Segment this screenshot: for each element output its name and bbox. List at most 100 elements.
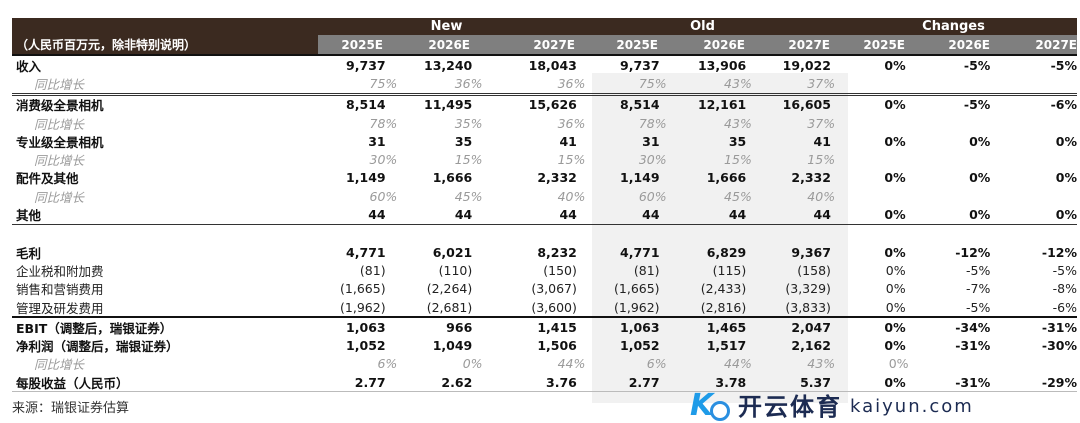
watermark-en: kaiyun.com: [850, 396, 974, 417]
cell: 43%: [807, 356, 836, 372]
cell: 44: [368, 207, 386, 223]
cell: 2.77: [354, 374, 386, 390]
year-header: 2025E: [616, 37, 658, 52]
cell: 18,043: [528, 57, 577, 73]
cell: (110): [438, 262, 473, 278]
cell: 8,514: [620, 97, 660, 113]
cell: 44: [728, 207, 747, 223]
cell: 1,052: [620, 338, 660, 354]
cell: 6,021: [432, 244, 473, 260]
cell: 1,465: [706, 319, 747, 335]
row-label: 收入: [16, 58, 42, 74]
cell: -5%: [1050, 57, 1077, 73]
table-row: 净利润（调整后，瑞银证券） 1,052 1,049 1,506 1,052 1,517 2,…: [12, 336, 1077, 354]
group-new: New: [430, 19, 463, 34]
cell: 9,737: [620, 57, 660, 73]
row-label: 配件及其他: [16, 171, 79, 187]
year-header: 2027E: [788, 37, 830, 52]
cell: 1,063: [620, 319, 660, 335]
cell: 0%: [969, 207, 991, 223]
cell: 2,162: [791, 338, 831, 354]
cell: 0%: [884, 57, 906, 73]
cell: 36%: [454, 75, 483, 91]
cell: -31%: [955, 338, 991, 354]
cell: 41: [559, 133, 577, 149]
cell: 0%: [1055, 170, 1077, 186]
cell: (81): [633, 262, 660, 278]
cell: 19,022: [782, 57, 831, 73]
year-header: 2027E: [533, 37, 575, 52]
cell: 0%: [884, 207, 906, 223]
row-label: 其他: [16, 208, 42, 224]
source-note: 来源：瑞银证券估算: [12, 401, 130, 416]
cell: 1,506: [537, 338, 577, 354]
table-row: 收入 9,737 13,240 18,043 9,737 13,906 19,022 0% -5…: [12, 56, 1077, 74]
cell: 40%: [557, 188, 586, 204]
cell: 15%: [724, 152, 752, 168]
row-label: 专业级全景相机: [16, 134, 104, 150]
cell: -30%: [1041, 338, 1077, 354]
cell: 1,517: [706, 338, 747, 354]
year-header: 2026E: [428, 37, 470, 52]
row-label: 同比增长: [34, 116, 85, 132]
cell: -31%: [1041, 319, 1077, 335]
cell: -5%: [965, 299, 991, 315]
cell: 36%: [557, 75, 586, 91]
cell: 2.62: [441, 374, 473, 390]
cell: 966: [446, 319, 473, 335]
table-row: EBIT（调整后，瑞银证券） 1,063 966 1,415 1,063 1,465 2,0…: [12, 318, 1077, 336]
cell: 44%: [724, 356, 752, 372]
cell: 4,771: [346, 244, 386, 260]
cell: 43%: [724, 115, 752, 131]
cell: 0%: [885, 299, 906, 315]
cell: 16,605: [782, 97, 831, 113]
cell: 13,240: [424, 57, 473, 73]
cell: 37%: [807, 115, 836, 131]
cell: (2,264): [426, 281, 473, 297]
cell: -5%: [965, 262, 991, 278]
cell: 1,049: [432, 338, 473, 354]
year-header: 2026E: [703, 37, 745, 52]
cell: 0%: [885, 262, 906, 278]
cell: 0%: [884, 133, 906, 149]
row-label: 同比增长: [34, 189, 85, 205]
cell: 0%: [885, 281, 906, 297]
row-label: 同比增长: [34, 357, 85, 373]
cell: 36%: [557, 115, 586, 131]
cell: 44%: [557, 356, 586, 372]
cell: 78%: [369, 115, 398, 131]
cell: (3,833): [785, 299, 831, 315]
cell: -5%: [963, 57, 991, 73]
year-header: 2026E: [948, 37, 990, 52]
cell: 0%: [884, 170, 906, 186]
cell: 9,367: [791, 244, 831, 260]
cell: 3.76: [546, 374, 577, 390]
cell: (1,962): [614, 299, 660, 315]
cell: 0%: [884, 319, 906, 335]
cell: 8,232: [537, 244, 577, 260]
cell: (2,433): [700, 281, 747, 297]
cell: 44: [454, 207, 473, 223]
cell: 44: [813, 207, 831, 223]
cell: 35: [728, 133, 747, 149]
cell: (1,962): [340, 299, 386, 315]
cell: 0%: [888, 356, 909, 372]
group-old: Old: [690, 19, 715, 34]
cell: 0%: [884, 97, 906, 113]
cell: 1,666: [706, 170, 747, 186]
table-row: [12, 225, 1077, 243]
table-row: 消费级全景相机 8,514 11,495 15,626 8,514 12,161 16,60…: [12, 96, 1077, 114]
cell: 0%: [884, 244, 906, 260]
cell: 1,149: [620, 170, 660, 186]
financial-table: New Old Changes （人民币百万元，除非特别说明） 2025E 202…: [12, 18, 1077, 403]
row-label: 消费级全景相机: [16, 98, 104, 114]
cell: 2,332: [791, 170, 831, 186]
cell: 8,514: [346, 97, 386, 113]
cell: 44: [642, 207, 660, 223]
row-label: 同比增长: [34, 76, 85, 92]
cell: 31: [642, 133, 660, 149]
table-row: 同比增长 6% 0% 44% 6% 44% 43% 0%: [12, 355, 1077, 373]
cell: 0%: [969, 133, 991, 149]
cell: 2,047: [791, 319, 831, 335]
row-label: 销售和营销费用: [16, 282, 104, 298]
